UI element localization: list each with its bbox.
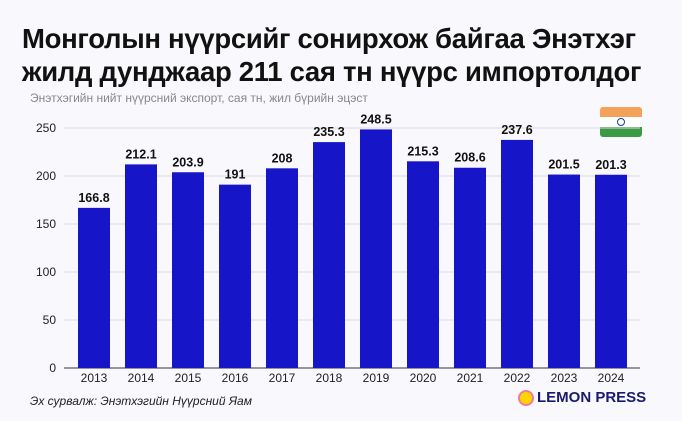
title-line-2: жилд дунджаар 211 сая тн нүүрс импортолд… [22, 56, 642, 87]
bar [78, 207, 110, 368]
bar [219, 184, 251, 368]
data-label: 215.3 [407, 144, 438, 158]
y-tick-label: 50 [43, 313, 57, 327]
x-tick-label: 2018 [316, 371, 343, 385]
logo-text: LEMON PRESS [537, 389, 647, 406]
x-tick-label: 2015 [175, 371, 202, 385]
bar [407, 161, 439, 368]
x-tick-label: 2017 [269, 371, 296, 385]
bar [595, 174, 627, 368]
data-label: 166.8 [78, 191, 109, 205]
data-label: 237.6 [501, 123, 532, 137]
x-tick-label: 2013 [81, 371, 108, 385]
x-tick-label: 2023 [551, 371, 578, 385]
bar [125, 164, 157, 368]
data-label: 201.5 [548, 158, 579, 172]
x-tick-label: 2014 [128, 371, 155, 385]
bar [266, 168, 298, 368]
data-label: 203.9 [172, 155, 203, 169]
bar [548, 174, 580, 368]
x-tick-label: 2019 [363, 371, 390, 385]
title-line-1: Монголын нүүрсийг сонирхож байгаа Энэтхэ… [22, 23, 636, 54]
y-tick-label: 150 [36, 217, 56, 231]
bar [501, 139, 533, 368]
x-tick-label: 2022 [504, 371, 531, 385]
bar [172, 172, 204, 368]
lemon-press-logo: LEMON PRESS [518, 389, 646, 406]
bar [313, 142, 345, 368]
y-tick-label: 100 [36, 265, 56, 279]
data-label: 235.3 [313, 125, 344, 139]
chart-subtitle: Энэтхэгийн нийт нүүрсний экспорт, сая тн… [30, 91, 368, 105]
x-tick-label: 2016 [222, 371, 249, 385]
bar [360, 129, 392, 368]
bar [454, 167, 486, 368]
data-label: 208.6 [454, 151, 485, 165]
data-label: 201.3 [595, 158, 626, 172]
india-flag-icon [600, 107, 642, 137]
x-tick-label: 2021 [457, 371, 484, 385]
data-label: 208 [272, 151, 293, 165]
y-tick-label: 200 [36, 169, 56, 183]
x-tick-label: 2020 [410, 371, 437, 385]
y-tick-label: 250 [36, 121, 56, 135]
chart-title: Монголын нүүрсийг сонирхож байгаа Энэтхэ… [22, 22, 641, 88]
lemon-icon [518, 389, 534, 406]
x-tick-label: 2024 [598, 371, 625, 385]
source-note: Эх сурвалж: Энэтхэгийн Нүүрсний Яам [30, 394, 252, 408]
data-label: 191 [225, 168, 246, 182]
data-label: 248.5 [360, 112, 391, 126]
y-tick-label: 0 [49, 361, 56, 375]
data-label: 212.1 [125, 147, 156, 161]
